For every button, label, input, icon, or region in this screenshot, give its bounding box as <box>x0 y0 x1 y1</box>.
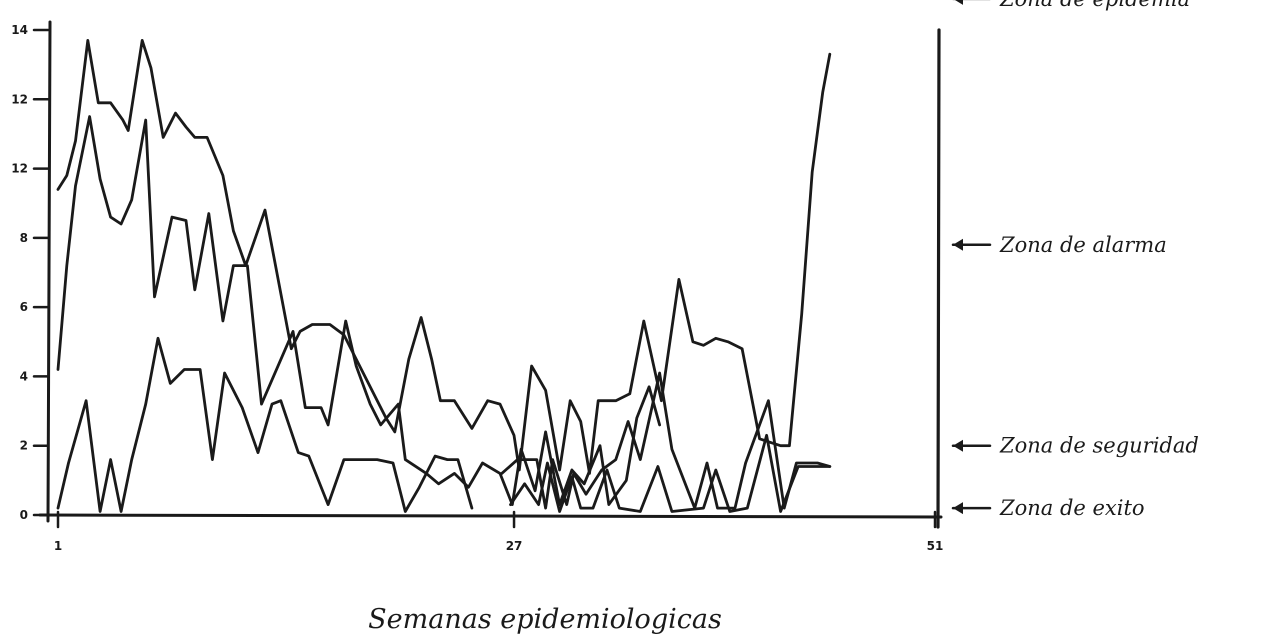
labels-layer: 0 2 4 6 8 12 12 14 1 27 51 Zona de epidemia Zona de … <box>11 0 1199 553</box>
right-axis-line <box>936 28 941 529</box>
series-line-4 <box>500 371 832 510</box>
series-line-2 <box>56 115 661 507</box>
x-tick-label: 51 <box>927 539 944 553</box>
zone-arrow-head <box>953 439 963 452</box>
zone-label-group: Zona de seguridad <box>951 434 1199 458</box>
zone-arrow-head <box>953 238 963 251</box>
x-axis-label: Semanas epidemiologicas <box>368 604 722 635</box>
x-tick-label: 27 <box>506 539 523 553</box>
series-layer <box>56 39 832 513</box>
zone-label-group: Zona de alarma <box>951 233 1167 257</box>
axes <box>32 20 943 529</box>
x-axis-line <box>38 513 943 519</box>
series-line-1 <box>56 39 832 475</box>
zone-label: Zona de seguridad <box>999 434 1199 458</box>
zone-label-group: Zona de epidemia <box>952 0 1190 11</box>
y-tick-label: 4 <box>20 369 28 383</box>
zone-arrow-head <box>954 0 963 5</box>
y-axis-line <box>46 20 52 523</box>
x-tick-label: 1 <box>54 539 62 553</box>
y-tick-label: 14 <box>11 23 28 37</box>
zone-label: Zona de alarma <box>999 233 1167 257</box>
series-line-5 <box>509 433 832 513</box>
y-tick-label: 8 <box>20 231 28 245</box>
y-tick-label: 6 <box>20 300 28 314</box>
zone-label: Zona de epidemia <box>999 0 1190 11</box>
zone-label-group: Zona de exito <box>951 496 1145 520</box>
y-tick-label: 0 <box>20 508 28 522</box>
zone-label: Zona de exito <box>999 496 1145 520</box>
zone-arrow-head <box>953 502 963 515</box>
y-tick-label: 12 <box>11 92 28 106</box>
y-tick-label: 12 <box>11 162 28 176</box>
series-line-3 <box>56 336 474 513</box>
y-tick-label: 2 <box>20 439 28 453</box>
